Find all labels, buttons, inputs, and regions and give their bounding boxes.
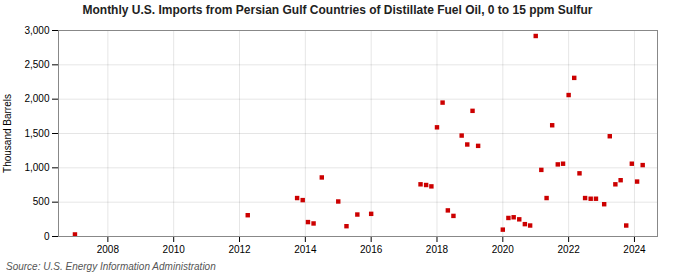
svg-text:2024: 2024 xyxy=(623,244,646,255)
svg-text:2014: 2014 xyxy=(294,244,317,255)
html-text:Monthly U.S. Imports from Pers: Monthly U.S. Imports from Persian Gulf C… xyxy=(82,3,593,17)
svg-text:2012: 2012 xyxy=(228,244,251,255)
svg-text:3,000: 3,000 xyxy=(24,25,49,36)
svg-text:2,000: 2,000 xyxy=(24,93,49,104)
svg-text:2016: 2016 xyxy=(360,244,383,255)
html-text:Source: U.S. Energy Informatio: Source: U.S. Energy Information Administ… xyxy=(6,261,216,272)
svg-text:Thousand Barrels: Thousand Barrels xyxy=(2,94,13,173)
svg-text:2018: 2018 xyxy=(426,244,449,255)
svg-text:2,500: 2,500 xyxy=(24,59,49,70)
svg-text:1,500: 1,500 xyxy=(24,128,49,139)
svg-text:500: 500 xyxy=(33,196,50,207)
svg-text:2022: 2022 xyxy=(558,244,581,255)
svg-text:1,000: 1,000 xyxy=(24,162,49,173)
svg-text:0: 0 xyxy=(44,231,50,242)
svg-text:2010: 2010 xyxy=(163,244,186,255)
svg-text:2008: 2008 xyxy=(97,244,120,255)
svg-text:2020: 2020 xyxy=(492,244,515,255)
